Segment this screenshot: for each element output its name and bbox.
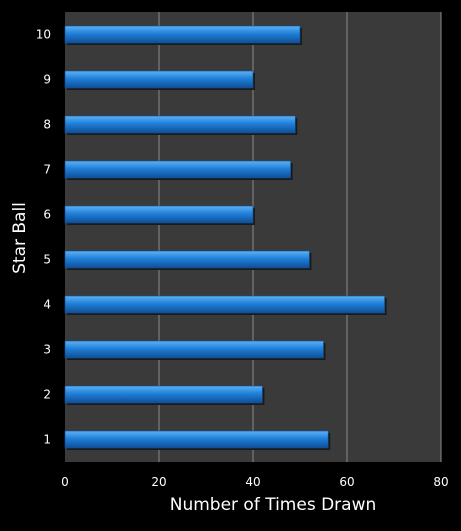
y-tick-label: 4: [43, 298, 51, 312]
x-axis-ticks: 0 20 40 60 80: [61, 475, 448, 489]
bar-9: [64, 70, 254, 89]
x-tick-label: 0: [61, 475, 69, 489]
y-tick-label: 3: [43, 343, 51, 357]
bar-1: [64, 430, 329, 449]
bar-5: [64, 250, 310, 269]
x-tick-label: 80: [433, 475, 448, 489]
bar-2: [64, 385, 263, 404]
bars: [64, 25, 387, 450]
x-axis-title: Number of Times Drawn: [170, 495, 377, 515]
x-tick-label: 60: [339, 475, 354, 489]
y-tick-label: 8: [43, 118, 51, 132]
y-tick-label: 6: [43, 208, 51, 222]
bar-7: [64, 160, 291, 179]
y-tick-label: 2: [43, 388, 51, 402]
y-axis-ticks: 1 2 3 4 5 6 7 8 9 10: [36, 28, 51, 447]
bar-3: [64, 340, 324, 359]
y-tick-label: 9: [43, 73, 51, 87]
bar-8: [64, 115, 296, 134]
bar-10: [64, 25, 301, 44]
bar-6: [64, 205, 254, 224]
y-tick-label: 7: [43, 163, 51, 177]
bar-4: [64, 295, 385, 314]
y-tick-label: 5: [43, 253, 51, 267]
x-tick-label: 20: [151, 475, 166, 489]
y-axis-title: Star Ball: [10, 202, 30, 274]
y-tick-label: 1: [43, 433, 51, 447]
y-tick-label: 10: [36, 28, 51, 42]
x-tick-label: 40: [245, 475, 260, 489]
